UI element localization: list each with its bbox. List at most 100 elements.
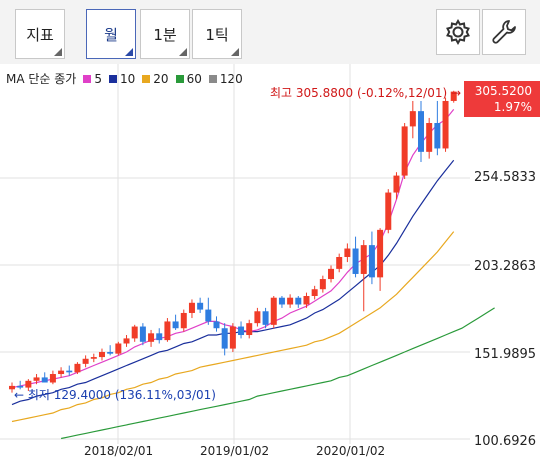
period-month-label: 월 [104,25,118,44]
ma10-swatch [109,74,117,83]
candle-body [352,248,359,274]
legend-ma10-label: 10 [120,71,136,86]
candle-body [164,321,171,341]
period-tick-label: 1틱 [205,25,229,44]
candle [401,123,408,179]
candle-body [74,363,81,373]
y-tick-label: 254.5833 [474,170,537,185]
candle-body [344,248,351,257]
candle [303,292,310,308]
candle [156,328,163,344]
candle [319,275,326,293]
candle [295,296,302,308]
candle-body [401,126,408,176]
ma5-swatch [83,74,92,83]
candle-body [123,338,130,344]
candle [368,231,375,285]
candle [287,294,294,308]
period-minute-button[interactable]: 1분 [140,9,190,59]
candle [172,314,179,330]
wrench-icon [492,20,516,44]
candle [246,319,253,339]
candle-body [278,297,285,305]
candle-body [229,326,236,349]
candle [254,307,261,327]
candle [229,323,236,352]
candle-body [254,311,261,324]
high-price-annotation: 최고 305.8800 (-0.12%,12/01) → [270,86,462,100]
legend-item-ma5: 5 [83,72,102,86]
candle-body [442,100,449,149]
low-price-annotation: ← 최저 129.4000 (136.11%,03/01) [14,388,216,402]
candle [352,236,359,278]
candle-body [172,321,179,329]
candle [213,316,220,332]
current-price-box: 305.5200 1.97% [464,81,540,117]
candle-body [107,351,114,354]
candle-body [197,302,204,310]
candle [377,228,384,291]
candle-body [156,333,163,341]
candle-body [418,111,424,152]
candle [360,240,367,312]
candle-body [148,333,155,342]
ma20-line [11,231,455,423]
candle [74,362,81,375]
candle-body [409,111,416,127]
candle-body [82,358,89,364]
candle-body [270,297,277,325]
candle-body [9,385,15,390]
candle-body [115,343,122,354]
candle-body [66,370,73,373]
candle-body [303,296,310,305]
period-tick-button[interactable]: 1틱 [192,9,242,59]
candle-body [385,192,392,230]
toolbar: 지표 월 1분 1틱 [0,0,540,64]
candle-body [90,357,97,359]
candle-body [139,326,146,342]
candle [131,324,138,342]
ma120-swatch [208,74,217,83]
ma-legend: MA 단순 종가 5 10 20 60 120 [6,70,243,87]
ma60-line [60,307,495,440]
candle [328,265,335,283]
candle-body [58,370,65,375]
candle-body [262,311,269,325]
candle [385,189,392,234]
settings-button[interactable] [436,9,480,55]
candle [393,172,400,200]
candle-body [17,385,24,388]
candle-body [131,326,138,339]
indicator-button[interactable]: 지표 [15,9,65,59]
candle [58,367,65,378]
legend-ma120-label: 120 [219,71,243,86]
candlestick-chart[interactable] [0,64,540,464]
candle [49,370,56,385]
legend-title: MA 단순 종가 [6,72,77,86]
candle [25,379,32,391]
candle [115,341,122,356]
dropdown-corner-icon [125,48,133,56]
gear-icon [446,18,470,46]
dropdown-corner-icon [231,48,239,56]
period-month-button[interactable]: 월 [86,9,136,59]
legend-ma20-label: 20 [153,71,169,86]
candle [82,355,89,368]
candle-body [238,326,245,336]
legend-ma60-label: 60 [186,71,202,86]
candle-body [377,229,384,278]
tools-button[interactable] [482,9,526,55]
candle-body [287,297,294,305]
x-tick-label: 2020/01/02 [316,444,386,458]
candle [409,100,416,139]
candle [262,307,269,329]
legend-item-ma10: 10 [109,72,135,86]
candle-body [33,377,40,381]
candle-body [393,175,400,193]
candle [450,90,457,103]
current-change: 1.97% [493,100,532,114]
candle [90,353,97,363]
candle-body [25,380,32,388]
candle-body [426,123,433,152]
y-tick-label: 203.2863 [474,259,537,274]
